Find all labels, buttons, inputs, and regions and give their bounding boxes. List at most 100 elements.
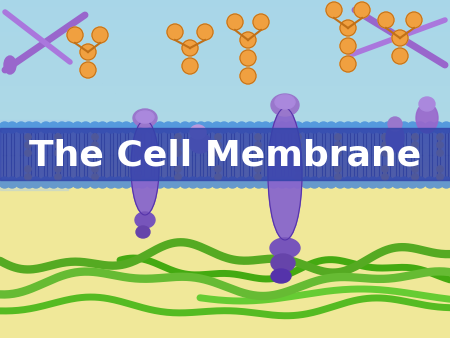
Bar bbox=[0, 25, 450, 27]
Bar bbox=[0, 215, 450, 216]
Bar bbox=[0, 149, 450, 150]
Bar bbox=[0, 282, 450, 284]
Circle shape bbox=[255, 134, 261, 140]
Bar bbox=[0, 74, 450, 76]
Circle shape bbox=[80, 177, 91, 188]
Circle shape bbox=[40, 177, 51, 188]
Circle shape bbox=[340, 38, 356, 54]
Ellipse shape bbox=[271, 254, 295, 272]
Bar bbox=[0, 117, 450, 118]
Bar bbox=[0, 63, 450, 64]
Circle shape bbox=[378, 12, 394, 28]
Bar bbox=[0, 189, 450, 191]
Circle shape bbox=[335, 166, 341, 172]
Circle shape bbox=[25, 166, 31, 172]
Bar bbox=[0, 233, 450, 235]
Circle shape bbox=[415, 122, 426, 133]
Bar bbox=[0, 91, 450, 93]
Circle shape bbox=[135, 174, 141, 180]
Bar bbox=[0, 112, 450, 113]
Bar bbox=[0, 3, 450, 5]
Circle shape bbox=[195, 177, 207, 188]
Bar bbox=[0, 174, 450, 176]
Circle shape bbox=[432, 122, 444, 133]
Circle shape bbox=[326, 2, 342, 18]
Bar bbox=[0, 157, 450, 159]
Circle shape bbox=[25, 142, 31, 148]
Circle shape bbox=[437, 174, 443, 180]
Circle shape bbox=[253, 14, 269, 30]
Bar bbox=[0, 64, 450, 66]
Circle shape bbox=[202, 122, 214, 133]
Ellipse shape bbox=[386, 124, 404, 152]
Bar bbox=[0, 41, 450, 42]
Bar bbox=[0, 0, 450, 2]
Bar bbox=[0, 37, 450, 39]
Bar bbox=[0, 304, 450, 306]
Bar bbox=[0, 161, 450, 162]
Bar bbox=[0, 134, 450, 135]
Bar bbox=[0, 265, 450, 267]
Bar bbox=[0, 257, 450, 259]
Circle shape bbox=[318, 177, 329, 188]
Bar bbox=[0, 103, 450, 105]
Bar bbox=[0, 118, 450, 120]
Circle shape bbox=[437, 134, 443, 140]
Bar bbox=[0, 159, 450, 161]
Bar bbox=[0, 260, 450, 262]
Bar bbox=[0, 54, 450, 56]
Bar bbox=[0, 162, 450, 164]
Circle shape bbox=[25, 150, 31, 156]
Circle shape bbox=[255, 142, 261, 148]
Circle shape bbox=[412, 134, 418, 140]
Ellipse shape bbox=[4, 56, 16, 74]
Circle shape bbox=[301, 177, 312, 188]
Circle shape bbox=[441, 122, 450, 133]
Ellipse shape bbox=[190, 125, 206, 139]
Bar bbox=[0, 316, 450, 318]
Circle shape bbox=[255, 174, 261, 180]
Bar bbox=[0, 145, 450, 147]
Bar bbox=[0, 314, 450, 316]
Bar bbox=[0, 230, 450, 232]
Circle shape bbox=[382, 150, 388, 156]
Circle shape bbox=[90, 122, 100, 133]
Bar bbox=[0, 8, 450, 10]
Circle shape bbox=[295, 142, 301, 148]
Bar bbox=[0, 309, 450, 311]
Circle shape bbox=[72, 122, 83, 133]
Bar bbox=[0, 39, 450, 41]
Circle shape bbox=[31, 177, 41, 188]
Circle shape bbox=[23, 177, 35, 188]
Circle shape bbox=[253, 122, 264, 133]
Bar bbox=[0, 331, 450, 333]
Bar bbox=[0, 220, 450, 221]
Bar bbox=[0, 15, 450, 17]
Bar bbox=[0, 281, 450, 282]
Bar bbox=[0, 44, 450, 46]
Circle shape bbox=[375, 122, 386, 133]
Circle shape bbox=[175, 142, 181, 148]
Circle shape bbox=[277, 177, 288, 188]
Bar bbox=[0, 336, 450, 338]
Circle shape bbox=[382, 142, 388, 148]
Bar bbox=[0, 264, 450, 265]
Text: The Cell Membrane: The Cell Membrane bbox=[29, 139, 421, 173]
Circle shape bbox=[219, 177, 230, 188]
Bar bbox=[0, 20, 450, 22]
Circle shape bbox=[255, 150, 261, 156]
Circle shape bbox=[326, 122, 337, 133]
Circle shape bbox=[227, 14, 243, 30]
Circle shape bbox=[135, 142, 141, 148]
Circle shape bbox=[326, 177, 337, 188]
Circle shape bbox=[135, 134, 141, 140]
Circle shape bbox=[180, 122, 190, 133]
Circle shape bbox=[425, 177, 436, 188]
Circle shape bbox=[382, 166, 388, 172]
Bar bbox=[0, 210, 450, 211]
Circle shape bbox=[295, 174, 301, 180]
Bar bbox=[0, 93, 450, 95]
Bar bbox=[0, 259, 450, 260]
Bar bbox=[0, 29, 450, 30]
Circle shape bbox=[106, 177, 117, 188]
